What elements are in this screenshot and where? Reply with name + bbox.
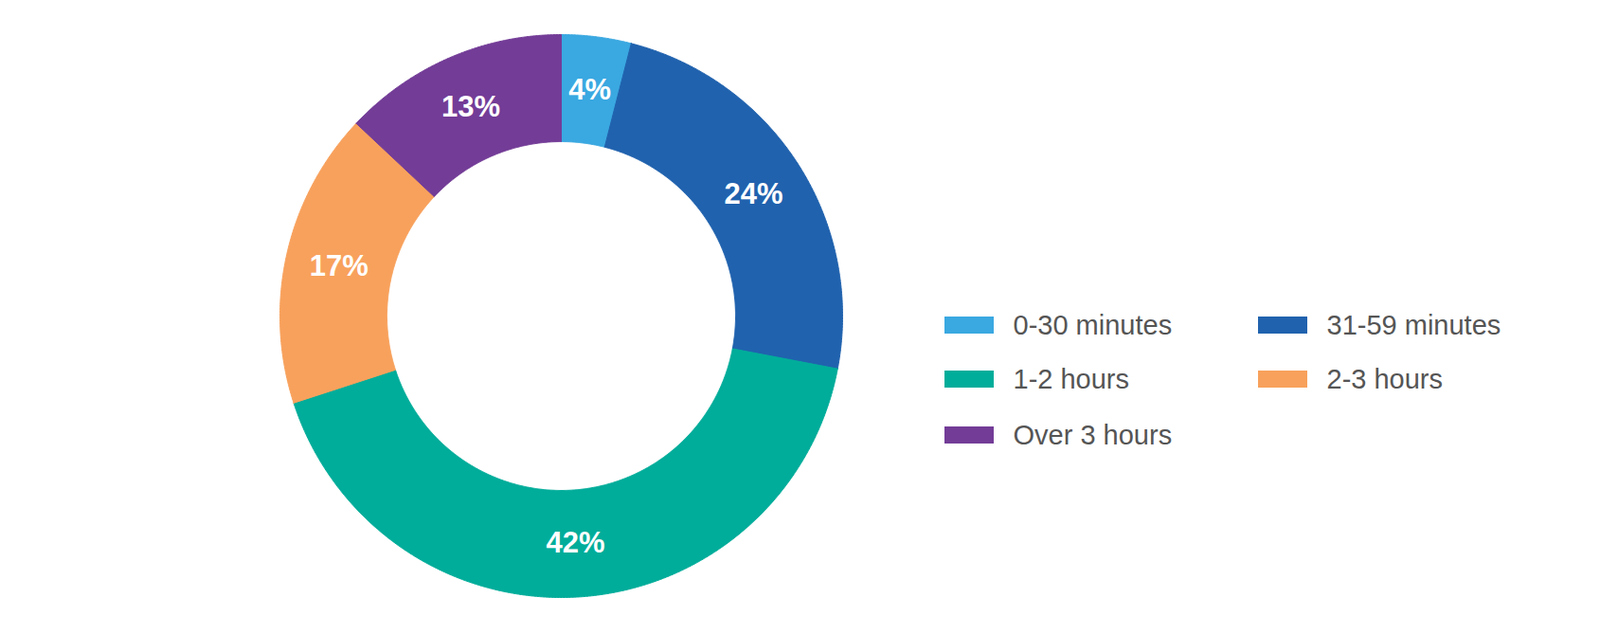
svg-text:Over 3 hours: Over 3 hours [1013,419,1173,450]
svg-text:2-3 hours: 2-3 hours [1327,363,1444,395]
svg-text:1-2 hours: 1-2 hours [1013,363,1131,395]
svg-text:31-59 minutes: 31-59 minutes [1327,309,1502,341]
svg-text:42%: 42% [546,525,606,559]
svg-text:4%: 4% [568,72,612,107]
svg-text:24%: 24% [724,177,784,211]
svg-text:0-30 minutes: 0-30 minutes [1013,309,1173,341]
svg-text:13%: 13% [441,89,501,124]
svg-text:17%: 17% [309,249,369,283]
